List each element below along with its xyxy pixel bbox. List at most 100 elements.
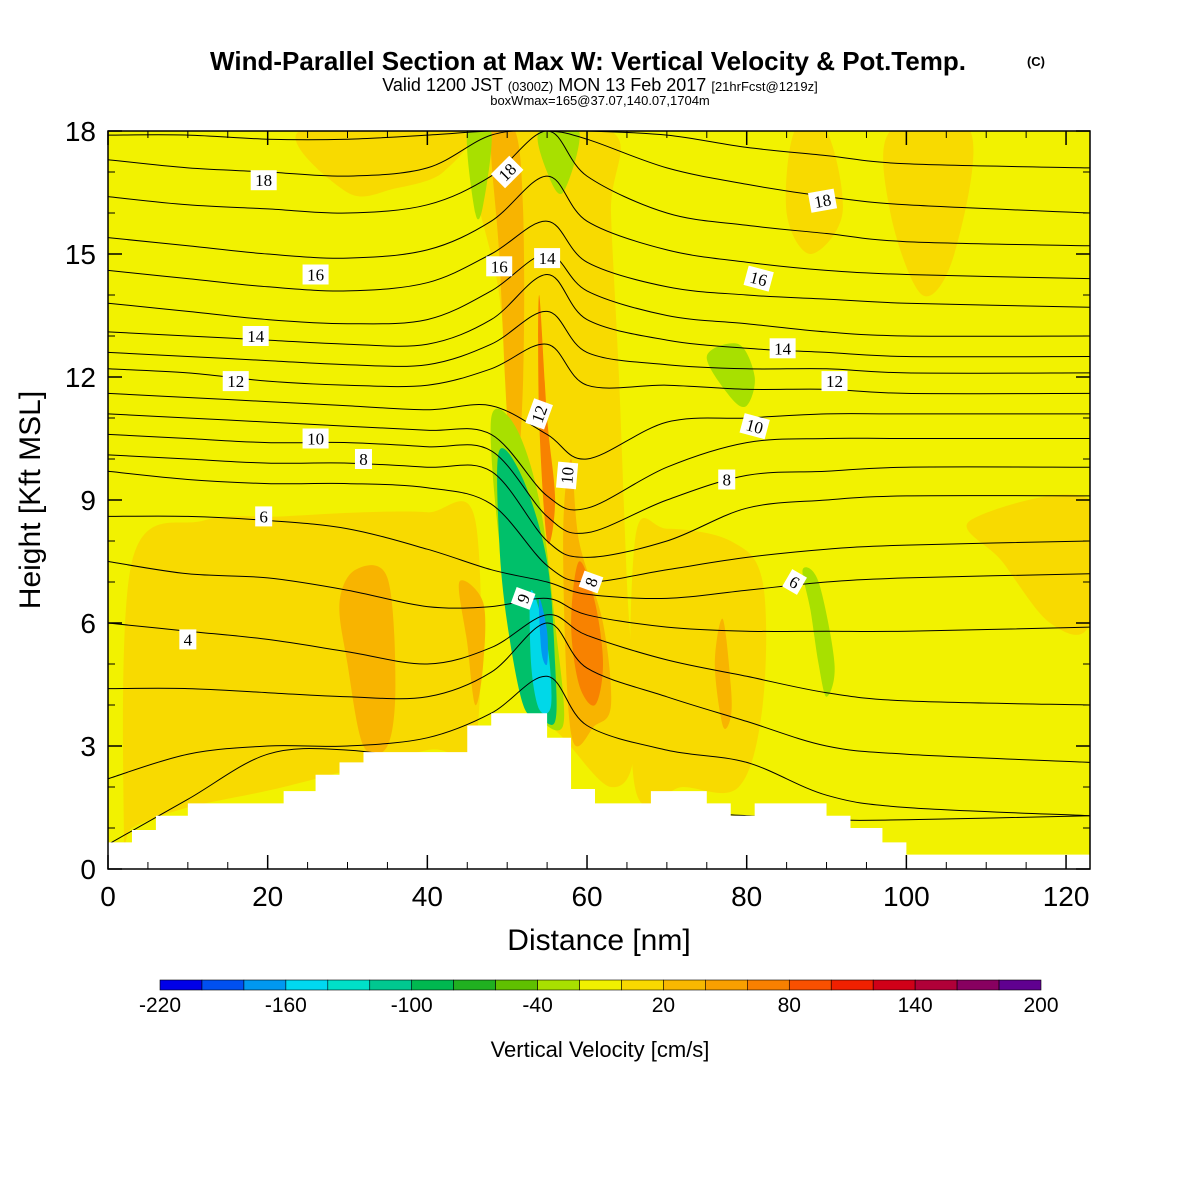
colorbar-tick-label: -160 — [265, 994, 307, 1017]
contour-label: 16 — [302, 264, 329, 285]
contour-label-box — [354, 449, 372, 469]
valid-prefix: Valid 1200 JST — [382, 75, 503, 95]
theta-contour — [108, 413, 1090, 511]
contour-label: 14 — [769, 338, 796, 359]
colorbar-swatch — [579, 979, 622, 991]
colorbar-tick-label: 200 — [1023, 994, 1058, 1017]
contour-label: 6 — [255, 506, 273, 527]
contour-label-text: 16 — [307, 266, 324, 285]
contour-label-text: 14 — [247, 327, 265, 346]
theta-contour — [108, 614, 1090, 706]
contour-label: 16 — [486, 256, 513, 277]
contour-label: 14 — [242, 326, 269, 346]
colorbar-swatch — [956, 979, 1000, 991]
contour-label-text: 14 — [774, 339, 792, 358]
theta-contour — [108, 310, 1090, 374]
contour-label: 12 — [525, 398, 553, 430]
colorbar-swatch — [788, 979, 832, 991]
valid-zulu: (0300Z) — [508, 79, 554, 94]
colorbar-tick-label: 80 — [778, 994, 801, 1017]
theta-contour — [108, 561, 1090, 633]
theta-contour — [108, 131, 1090, 247]
contour-label: 6 — [782, 569, 807, 595]
colorbar-swatch — [369, 979, 413, 991]
x-tick-label: 20 — [252, 881, 283, 912]
velocity-region-blue — [538, 598, 548, 666]
y-tick-label: 0 — [80, 854, 96, 885]
contour-label-box — [808, 188, 838, 213]
contour-label-box — [743, 265, 774, 292]
contour-label-text: 18 — [255, 171, 272, 190]
colorbar-swatch — [872, 979, 916, 991]
contour-label-box — [718, 469, 736, 490]
colorbar-swatch — [495, 979, 538, 991]
theta-contour — [108, 622, 1090, 763]
chart-title: Wind-Parallel Section at Max W: Vertical… — [210, 46, 966, 76]
colorbar — [159, 979, 1042, 991]
valid-date: MON 13 Feb 2017 — [558, 75, 706, 95]
velocity-region-lightgreen — [802, 567, 835, 697]
velocity-region-lightgreen — [537, 131, 580, 194]
colorbar-swatch — [201, 979, 245, 991]
contour-label-text: 8 — [359, 450, 368, 469]
theta-contour — [108, 454, 1090, 558]
colorbar-swatch — [243, 979, 287, 991]
contour-label-box — [490, 155, 524, 189]
colorbar-swatch — [327, 979, 371, 991]
velocity-region-lightgreen — [706, 343, 755, 408]
colorbar-swatch — [621, 979, 664, 991]
contour-label-box — [739, 413, 770, 440]
y-tick-label: 18 — [65, 116, 96, 147]
contour-label: 10 — [739, 413, 770, 440]
terrain-profile — [108, 713, 1090, 869]
contour-label-box — [555, 461, 579, 490]
colorbar-swatch — [747, 979, 790, 991]
contour-label: 8 — [578, 570, 604, 594]
boxwmax-info: boxWmax=165@37.07,140.07,1704m — [490, 93, 710, 108]
contour-label: 10 — [302, 428, 329, 449]
theta-contour — [108, 470, 1090, 583]
velocity-region-orange — [295, 131, 469, 197]
contour-label-box — [250, 170, 277, 191]
colorbar-label: Vertical Velocity [cm/s] — [491, 1037, 710, 1062]
velocity-shading-layer — [122, 131, 1090, 862]
colorbar-tick-labels: -220 -160 -100 -40 20 80 140 200 — [139, 994, 1059, 1017]
contour-label: 14 — [534, 248, 561, 269]
contour-label: 10 — [555, 461, 579, 490]
forecast-info: [21hrFcst@1219z] — [711, 79, 817, 94]
velocity-region-darkorange — [339, 565, 396, 756]
contour-label-text: 12 — [528, 403, 552, 425]
y-tick-label: 9 — [80, 485, 96, 516]
y-axis: 0 3 6 9 12 15 18 — [65, 116, 1090, 885]
colorbar-tick-label: 140 — [898, 994, 933, 1017]
theta-contour — [108, 433, 1090, 534]
x-tick-label: 60 — [571, 881, 602, 912]
y-tick-label: 15 — [65, 239, 96, 270]
contour-label-box — [769, 338, 796, 359]
contour-label-text: 8 — [722, 471, 731, 490]
velocity-region-cyan — [529, 589, 552, 714]
theta-contour — [108, 392, 1090, 460]
x-tick-label: 100 — [883, 881, 930, 912]
colorbar-swatch — [663, 979, 706, 991]
contour-label-box — [255, 506, 273, 527]
contour-label-text: 14 — [539, 249, 557, 268]
velocity-region-red — [571, 561, 603, 706]
colorbar-swatch — [830, 979, 874, 991]
contour-label-box — [534, 248, 561, 269]
contour-label-text: 12 — [826, 372, 843, 391]
contour-label: 12 — [222, 371, 249, 392]
contour-label-box — [222, 371, 249, 392]
y-tick-label: 12 — [65, 362, 96, 393]
contour-label-text: 10 — [557, 466, 577, 485]
contour-label-box — [782, 569, 807, 595]
contour-label-text: 12 — [227, 372, 244, 391]
colorbar-swatch — [285, 979, 329, 991]
contour-label-box — [302, 264, 329, 285]
contour-label-box — [179, 629, 197, 650]
colorbar-swatch — [411, 979, 454, 991]
contour-label-box — [578, 570, 604, 594]
contour-label-box — [302, 428, 329, 449]
